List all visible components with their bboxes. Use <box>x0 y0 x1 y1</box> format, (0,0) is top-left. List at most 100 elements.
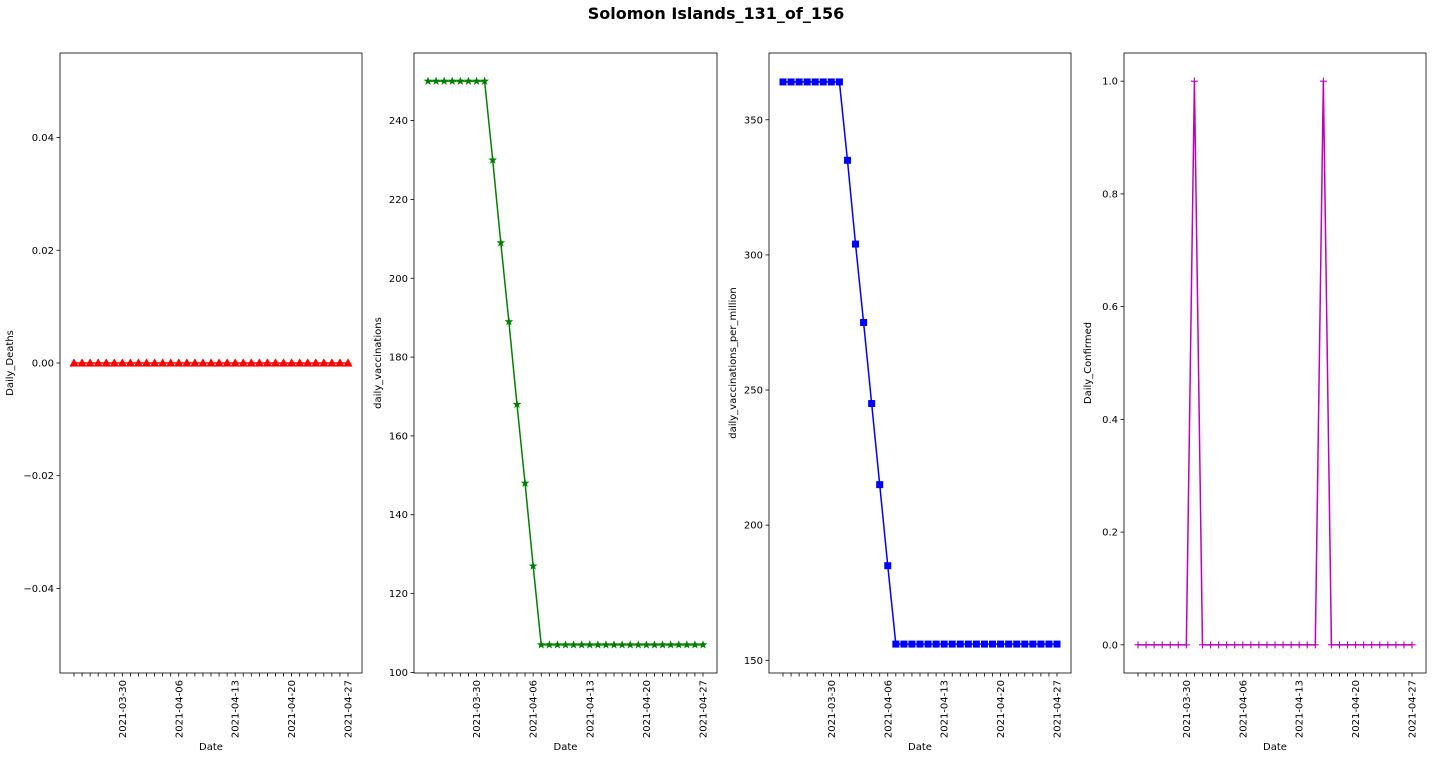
y-tick-label: 150 <box>744 656 763 667</box>
data-point <box>1352 641 1360 649</box>
x-tick-label: 2021-04-20 <box>1351 680 1362 738</box>
data-point <box>1392 641 1400 649</box>
data-point <box>1005 640 1013 648</box>
x-tick-label: 2021-04-27 <box>344 680 355 738</box>
data-point <box>1158 641 1166 649</box>
data-point <box>1223 641 1231 649</box>
data-point <box>1045 640 1053 648</box>
data-point <box>230 358 240 367</box>
data-point <box>972 640 980 648</box>
data-point <box>1239 641 1247 649</box>
data-point <box>633 640 643 649</box>
x-tick-label: 2021-03-30 <box>472 680 483 738</box>
data-point <box>447 76 457 85</box>
data-point <box>1255 641 1263 649</box>
y-tick-label: 0.8 <box>1102 189 1118 200</box>
data-point <box>1053 640 1061 648</box>
x-tick-label: 2021-04-20 <box>996 680 1007 738</box>
data-point <box>544 640 554 649</box>
data-point <box>1384 641 1392 649</box>
data-point <box>1408 641 1416 649</box>
data-point <box>609 640 619 649</box>
data-point <box>1368 641 1376 649</box>
x-tick-label: 2021-04-13 <box>585 680 596 738</box>
data-point <box>423 76 433 85</box>
subplots: −0.04 −0.02 0.00 0.02 0.04 2021-03-30 2021-04-… <box>5 52 1427 753</box>
data-point <box>980 640 988 648</box>
data-point <box>254 358 264 367</box>
y-tick-label: 0.4 <box>1102 415 1118 426</box>
data-point <box>439 76 449 85</box>
data-point <box>335 358 345 367</box>
data-point <box>779 78 787 86</box>
data-point <box>480 76 489 85</box>
data-point <box>488 155 498 164</box>
subplot-4: 0.0 0.2 0.4 0.6 0.8 1.0 2021-03-30 2021-04-06 20… <box>1083 52 1427 753</box>
data-point <box>803 78 811 86</box>
data-point <box>278 358 289 367</box>
data-point <box>553 640 562 649</box>
data-point <box>496 238 506 247</box>
y-tick-label: 120 <box>389 589 408 600</box>
data-point <box>569 640 578 649</box>
data-point <box>1303 641 1311 649</box>
data-point <box>190 358 200 367</box>
data-point <box>343 358 353 367</box>
y-axis-label: daily_vaccinations <box>373 317 384 409</box>
data-point <box>876 481 884 489</box>
data-point <box>1271 641 1279 649</box>
data-point <box>1263 641 1271 649</box>
data-point <box>642 640 651 649</box>
data-point <box>303 358 313 367</box>
x-tick-label: 2021-04-13 <box>1295 680 1306 738</box>
data-point <box>916 640 924 648</box>
data-point <box>1142 641 1150 649</box>
data-point <box>666 640 676 649</box>
data-point <box>117 358 127 367</box>
y-axis-label: Daily_Confirmed <box>1083 322 1094 404</box>
data-point <box>787 78 795 86</box>
data-point <box>948 640 956 648</box>
x-tick-label: 2021-04-13 <box>231 680 242 738</box>
data-point <box>1311 641 1319 649</box>
data-point <box>964 640 972 648</box>
data-point <box>811 78 819 86</box>
data-point <box>868 400 876 408</box>
y-tick-label: 160 <box>389 431 408 442</box>
data-point <box>1400 641 1408 649</box>
data-point <box>908 640 916 648</box>
x-tick-label: 2021-04-06 <box>529 680 540 738</box>
data-point <box>286 358 297 367</box>
data-point <box>593 640 603 649</box>
x-tick-label: 2021-04-20 <box>287 680 298 738</box>
data-point <box>625 640 635 649</box>
x-tick-label: 2021-04-27 <box>1408 680 1419 738</box>
data-point <box>1198 641 1206 649</box>
data-point <box>1134 641 1142 649</box>
data-point <box>1335 641 1343 649</box>
y-axis-label: Daily_Deaths <box>5 330 16 396</box>
y-tick-label: 100 <box>389 668 408 679</box>
x-tick-label: 2021-04-27 <box>699 680 710 738</box>
y-tick-label: 1.0 <box>1102 77 1118 88</box>
data-point <box>892 640 900 648</box>
subplot-3: 150 200 250 300 350 2021-03-30 2021-04-06 2021-… <box>728 52 1072 753</box>
y-tick-label: 300 <box>744 250 763 261</box>
y-tick-label: 220 <box>389 195 408 206</box>
y-tick-label: 350 <box>744 115 763 126</box>
data-point <box>472 76 481 85</box>
data-point <box>109 358 119 367</box>
data-point <box>1215 641 1223 649</box>
x-axis-label: Date <box>554 742 578 753</box>
data-point <box>585 640 595 649</box>
data-point <box>561 640 570 649</box>
data-point <box>536 640 546 649</box>
y-tick-label: 140 <box>389 510 408 521</box>
data-point <box>206 358 216 367</box>
data-point <box>650 640 659 649</box>
data-point <box>69 358 79 367</box>
data-point <box>1247 641 1255 649</box>
data-point <box>674 640 684 649</box>
data-point <box>1190 77 1198 85</box>
data-point <box>940 640 948 648</box>
